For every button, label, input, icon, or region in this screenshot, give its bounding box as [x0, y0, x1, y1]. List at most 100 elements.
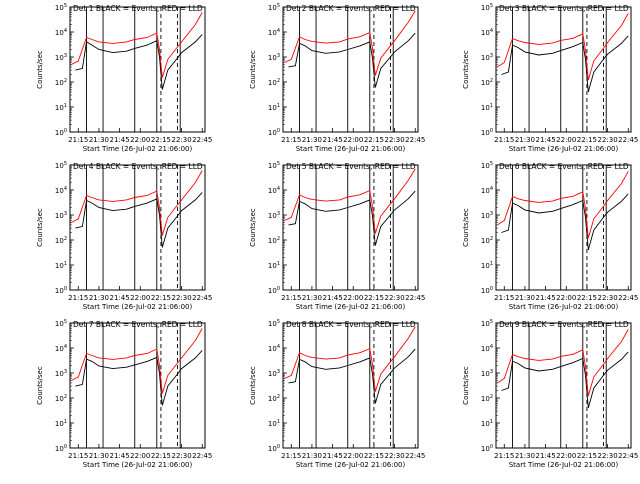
- y-tick-label: 100: [55, 286, 67, 295]
- x-tick-label: 22:00: [343, 294, 363, 302]
- y-tick-label: 102: [55, 236, 67, 245]
- y-tick-label: 105: [481, 319, 493, 328]
- y-tick-label: 102: [481, 394, 493, 403]
- series-line-lld: [284, 326, 416, 392]
- panel-title: Det 4 BLACK = Events, RED = LLD: [73, 162, 203, 171]
- y-tick-label: 102: [55, 394, 67, 403]
- x-tick-label: 21:15: [494, 136, 514, 144]
- x-tick-label: 22:00: [556, 136, 576, 144]
- x-tick-label: 21:45: [535, 136, 555, 144]
- y-tick-label: 100: [55, 128, 67, 137]
- x-tick-label: 21:15: [281, 136, 301, 144]
- x-tick-label: 22:30: [171, 452, 191, 460]
- x-tick-label: 21:45: [535, 294, 555, 302]
- series-line-lld: [284, 168, 416, 234]
- series-line-lld: [71, 170, 203, 236]
- series-line-lld: [497, 329, 629, 397]
- y-axis-label: Counts/sec: [36, 366, 44, 405]
- series-line-events: [288, 190, 416, 246]
- x-tick-label: 21:15: [494, 294, 514, 302]
- y-tick-label: 104: [55, 28, 67, 37]
- series-line-events: [75, 192, 203, 248]
- x-tick-label: 21:30: [89, 294, 109, 302]
- x-axis-label: Start Time (26-Jul-02 21:06:00): [83, 461, 193, 469]
- y-tick-label: 101: [55, 103, 67, 112]
- x-tick-label: 22:15: [364, 294, 384, 302]
- y-tick-label: 104: [55, 186, 67, 195]
- y-tick-label: 101: [481, 261, 493, 270]
- y-tick-label: 104: [481, 28, 493, 37]
- y-axis-label: Counts/sec: [249, 366, 257, 405]
- series-line-events: [288, 32, 416, 88]
- y-tick-label: 103: [481, 211, 493, 220]
- panel-title: Det 8 BLACK = Events, RED = LLD: [286, 320, 416, 329]
- x-tick-label: 21:15: [494, 452, 514, 460]
- plot-frame: [282, 6, 419, 133]
- y-tick-label: 105: [268, 319, 280, 328]
- y-tick-label: 105: [55, 161, 67, 170]
- plot-frame: [495, 322, 632, 449]
- x-tick-label: 22:15: [364, 452, 384, 460]
- y-tick-label: 102: [481, 236, 493, 245]
- panel-det-7: Det 7 BLACK = Events, RED = LLD 100 101 102…: [36, 319, 212, 469]
- plot-frame: [69, 164, 206, 291]
- x-tick-label: 21:15: [68, 136, 88, 144]
- x-tick-label: 22:45: [405, 452, 425, 460]
- x-tick-label: 22:45: [618, 136, 638, 144]
- y-tick-label: 102: [55, 78, 67, 87]
- x-tick-label: 21:30: [515, 136, 535, 144]
- x-tick-label: 21:45: [322, 294, 342, 302]
- y-axis-label: Counts/sec: [462, 208, 470, 247]
- panel-title: Det 9 BLACK = Events, RED = LLD: [499, 320, 629, 329]
- x-tick-label: 21:30: [302, 136, 322, 144]
- x-tick-label: 22:30: [384, 452, 404, 460]
- panel-det-2: Det 2 BLACK = Events, RED = LLD 100 101 102…: [249, 3, 425, 153]
- plot-frame: [282, 322, 419, 449]
- panel-det-4: Det 4 BLACK = Events, RED = LLD 100 101 102…: [36, 161, 212, 311]
- y-tick-label: 104: [268, 28, 280, 37]
- x-tick-label: 22:00: [556, 452, 576, 460]
- y-tick-label: 103: [55, 53, 67, 62]
- y-tick-label: 102: [268, 394, 280, 403]
- x-tick-label: 22:45: [192, 136, 212, 144]
- panel-title: Det 6 BLACK = Events, RED = LLD: [499, 162, 629, 171]
- y-axis-label: Counts/sec: [36, 50, 44, 89]
- y-tick-label: 100: [481, 128, 493, 137]
- panel-title: Det 7 BLACK = Events, RED = LLD: [73, 320, 203, 329]
- series-line-events: [501, 351, 629, 409]
- y-tick-label: 104: [481, 186, 493, 195]
- panel-det-8: Det 8 BLACK = Events, RED = LLD 100 101 102…: [249, 319, 425, 469]
- y-axis-label: Counts/sec: [249, 208, 257, 247]
- x-tick-label: 21:15: [68, 452, 88, 460]
- y-tick-label: 104: [55, 344, 67, 353]
- y-tick-label: 101: [55, 261, 67, 270]
- series-line-lld: [71, 12, 203, 78]
- x-tick-label: 21:30: [302, 452, 322, 460]
- series-line-lld: [497, 13, 629, 81]
- y-tick-label: 101: [55, 419, 67, 428]
- y-tick-label: 103: [481, 53, 493, 62]
- y-tick-label: 102: [481, 78, 493, 87]
- series-line-events: [501, 35, 629, 93]
- y-tick-label: 102: [268, 236, 280, 245]
- y-tick-label: 105: [55, 319, 67, 328]
- y-tick-label: 100: [481, 444, 493, 453]
- plot-frame: [495, 164, 632, 291]
- y-tick-label: 100: [481, 286, 493, 295]
- panel-det-9: Det 9 BLACK = Events, RED = LLD 100 101 102…: [462, 319, 638, 469]
- x-tick-label: 22:30: [171, 136, 191, 144]
- x-tick-label: 21:45: [109, 136, 129, 144]
- x-tick-label: 22:00: [130, 452, 150, 460]
- y-tick-label: 103: [268, 53, 280, 62]
- x-tick-label: 22:00: [130, 294, 150, 302]
- x-tick-label: 21:30: [89, 136, 109, 144]
- x-tick-label: 22:15: [577, 452, 597, 460]
- x-axis-label: Start Time (26-Jul-02 21:06:00): [296, 145, 406, 153]
- x-tick-label: 21:45: [109, 294, 129, 302]
- y-tick-label: 100: [268, 444, 280, 453]
- y-tick-label: 100: [268, 286, 280, 295]
- y-tick-label: 104: [268, 186, 280, 195]
- x-tick-label: 22:15: [151, 294, 171, 302]
